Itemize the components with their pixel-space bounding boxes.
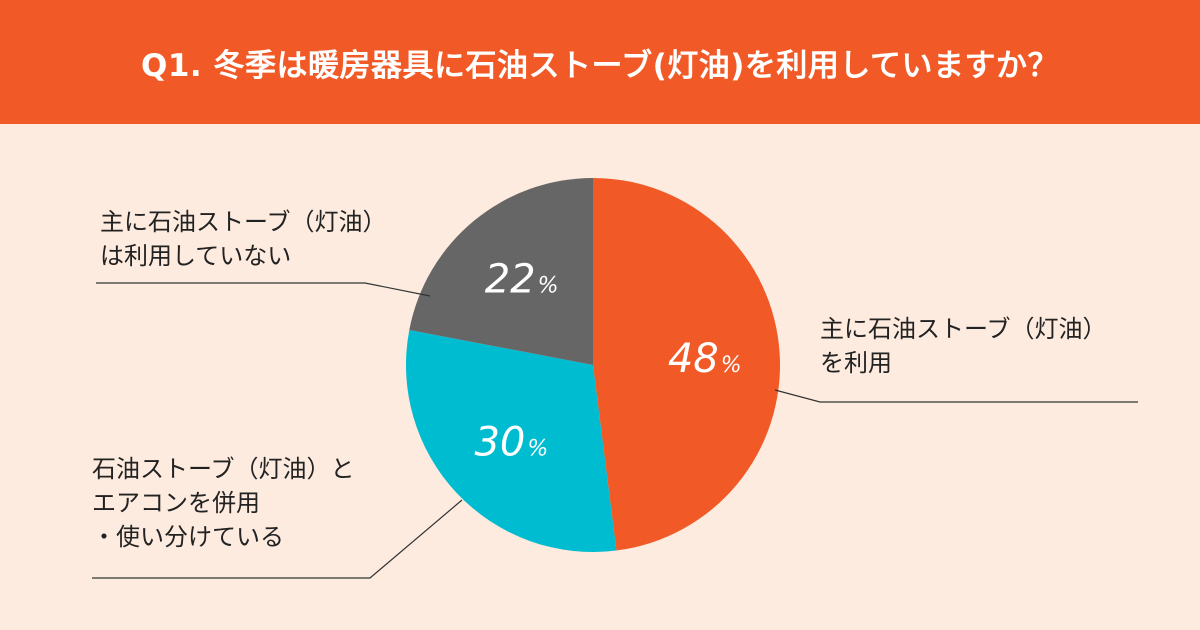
pie-slice-not-used [409,178,593,365]
slice-label-mainly-used: 主に石油ストーブ（灯油） を利用 [820,315,1107,377]
pie-slice-mainly-used [593,178,781,551]
value-labels: 48% 30% 22% [474,257,741,466]
leader-line-combined [92,499,463,579]
pie-slice-combined-use [406,329,617,552]
chart-title: Q1. 冬季は暖房器具に石油ストーブ(灯油)を利用していますか？ [140,47,1060,84]
leader-line-not-used [96,282,431,297]
value-label-not-used: 22% [485,257,559,303]
leader-line-mainly-used [774,389,1138,403]
pie-slices [406,178,781,552]
title-bar: Q1. 冬季は暖房器具に石油ストーブ(灯油)を利用していますか？ [0,0,1200,124]
leader-lines [92,282,1138,579]
value-label-combined-use: 30% [474,420,548,466]
slice-label-not-used: 主に石油ストーブ（灯油） は利用していない [100,208,387,270]
slice-label-combined-use: 石油ストーブ（灯油）と エアコンを併用 ・使い分けている [92,455,355,551]
value-label-mainly-used: 48% [668,336,742,382]
